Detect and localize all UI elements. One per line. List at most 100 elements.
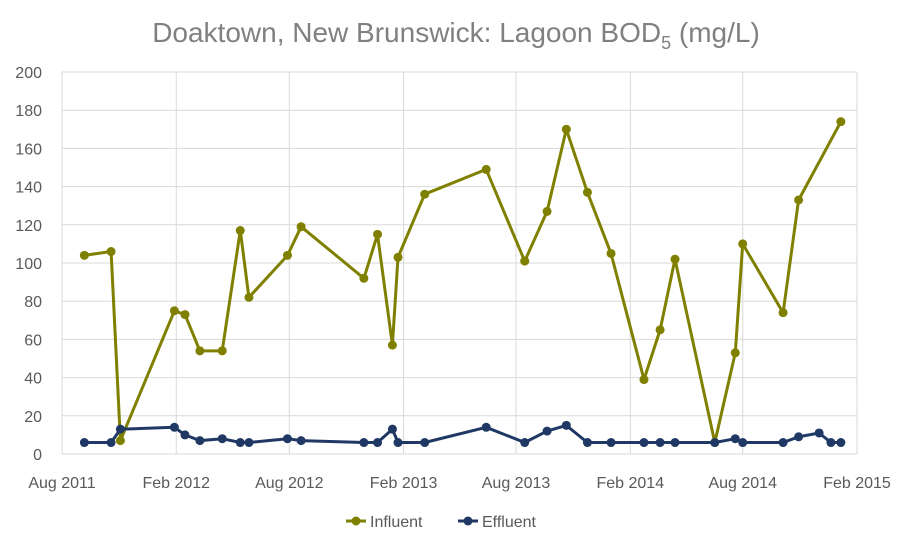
x-tick-label: Aug 2013 — [482, 475, 551, 492]
chart-title-main: Doaktown, New Brunswick: Lagoon BOD — [152, 17, 661, 48]
x-tick-label: Aug 2014 — [708, 475, 777, 492]
legend-marker-influent — [351, 516, 361, 526]
data-point-effluent — [169, 422, 179, 432]
data-point-effluent — [387, 424, 397, 434]
series-effluent — [79, 420, 846, 448]
legend-label-influent: Influent — [370, 514, 423, 531]
data-point-influent — [387, 340, 397, 350]
data-point-influent — [217, 346, 227, 356]
x-tick-label: Aug 2012 — [255, 475, 324, 492]
y-tick-label: 160 — [15, 141, 42, 158]
data-point-influent — [738, 239, 748, 249]
y-tick-label: 80 — [24, 294, 42, 311]
data-point-effluent — [359, 438, 369, 448]
data-point-effluent — [826, 438, 836, 448]
gridlines — [61, 71, 858, 455]
data-point-effluent — [655, 438, 665, 448]
data-point-influent — [481, 164, 491, 174]
data-point-influent — [115, 436, 125, 446]
x-tick-label: Aug 2011 — [28, 475, 95, 492]
legend-item-influent: Influent — [346, 514, 423, 531]
data-point-effluent — [606, 438, 616, 448]
data-point-effluent — [244, 438, 254, 448]
data-point-influent — [235, 226, 245, 236]
data-point-influent — [836, 117, 846, 127]
y-tick-label: 60 — [24, 332, 42, 349]
legend-item-effluent: Effluent — [458, 514, 537, 531]
data-point-influent — [373, 229, 383, 239]
data-point-effluent — [79, 438, 89, 448]
data-point-influent — [730, 348, 740, 358]
data-point-influent — [606, 248, 616, 258]
data-point-effluent — [106, 438, 116, 448]
data-point-effluent — [115, 424, 125, 434]
data-point-influent — [244, 292, 254, 302]
data-point-influent — [195, 346, 205, 356]
data-point-effluent — [420, 438, 430, 448]
series-line-influent — [84, 120, 843, 444]
y-tick-label: 0 — [33, 447, 42, 464]
chart-title-subscript: 5 — [661, 33, 671, 53]
x-tick-label: Feb 2012 — [142, 475, 210, 492]
data-point-effluent — [778, 438, 788, 448]
data-point-influent — [296, 222, 306, 232]
data-point-effluent — [180, 430, 190, 440]
series-influent — [79, 117, 846, 448]
data-point-effluent — [520, 438, 530, 448]
y-tick-label: 100 — [15, 256, 42, 273]
data-point-influent — [561, 124, 571, 134]
data-point-influent — [282, 250, 292, 260]
x-tick-label: Feb 2014 — [596, 475, 664, 492]
data-point-influent — [778, 308, 788, 318]
data-point-effluent — [738, 438, 748, 448]
series-lines — [79, 117, 846, 448]
data-point-influent — [582, 187, 592, 197]
y-tick-label: 120 — [15, 218, 42, 235]
data-point-effluent — [282, 434, 292, 444]
data-point-effluent — [393, 438, 403, 448]
data-point-influent — [542, 206, 552, 216]
y-tick-label: 140 — [15, 180, 42, 197]
data-point-influent — [359, 273, 369, 283]
data-point-effluent — [814, 428, 824, 438]
data-point-influent — [639, 375, 649, 385]
data-point-influent — [393, 252, 403, 262]
data-point-effluent — [670, 438, 680, 448]
data-point-effluent — [296, 436, 306, 446]
y-tick-label: 20 — [24, 409, 42, 426]
data-point-effluent — [639, 438, 649, 448]
data-point-influent — [420, 189, 430, 199]
data-point-influent — [520, 256, 530, 266]
chart-title: Doaktown, New Brunswick: Lagoon BOD5 (mg… — [152, 17, 760, 53]
data-point-effluent — [582, 438, 592, 448]
data-point-effluent — [235, 438, 245, 448]
legend: Influent Effluent — [346, 514, 537, 531]
axis-tick-labels: 0 20 40 60 80 100 120 140 160 180 200 Aug 2011 Feb 2… — [15, 65, 891, 492]
data-point-influent — [106, 247, 116, 257]
y-tick-label: 180 — [15, 103, 42, 120]
data-point-effluent — [794, 432, 804, 442]
data-point-influent — [670, 254, 680, 264]
data-point-effluent — [481, 422, 491, 432]
data-point-effluent — [836, 438, 846, 448]
legend-marker-effluent — [463, 516, 473, 526]
legend-label-effluent: Effluent — [482, 514, 537, 531]
y-tick-label: 200 — [15, 65, 42, 82]
data-point-influent — [169, 306, 179, 316]
data-point-effluent — [195, 436, 205, 446]
data-point-effluent — [710, 438, 720, 448]
chart-title-suffix: (mg/L) — [671, 17, 760, 48]
data-point-influent — [180, 310, 190, 320]
data-point-effluent — [561, 420, 571, 430]
data-point-effluent — [217, 434, 227, 444]
data-point-influent — [794, 195, 804, 205]
x-tick-label: Feb 2015 — [823, 475, 891, 492]
data-point-effluent — [373, 438, 383, 448]
data-point-influent — [79, 250, 89, 260]
data-point-influent — [655, 325, 665, 335]
x-tick-label: Feb 2013 — [370, 475, 438, 492]
y-tick-label: 40 — [24, 371, 42, 388]
data-point-effluent — [542, 426, 552, 436]
data-point-effluent — [730, 434, 740, 444]
